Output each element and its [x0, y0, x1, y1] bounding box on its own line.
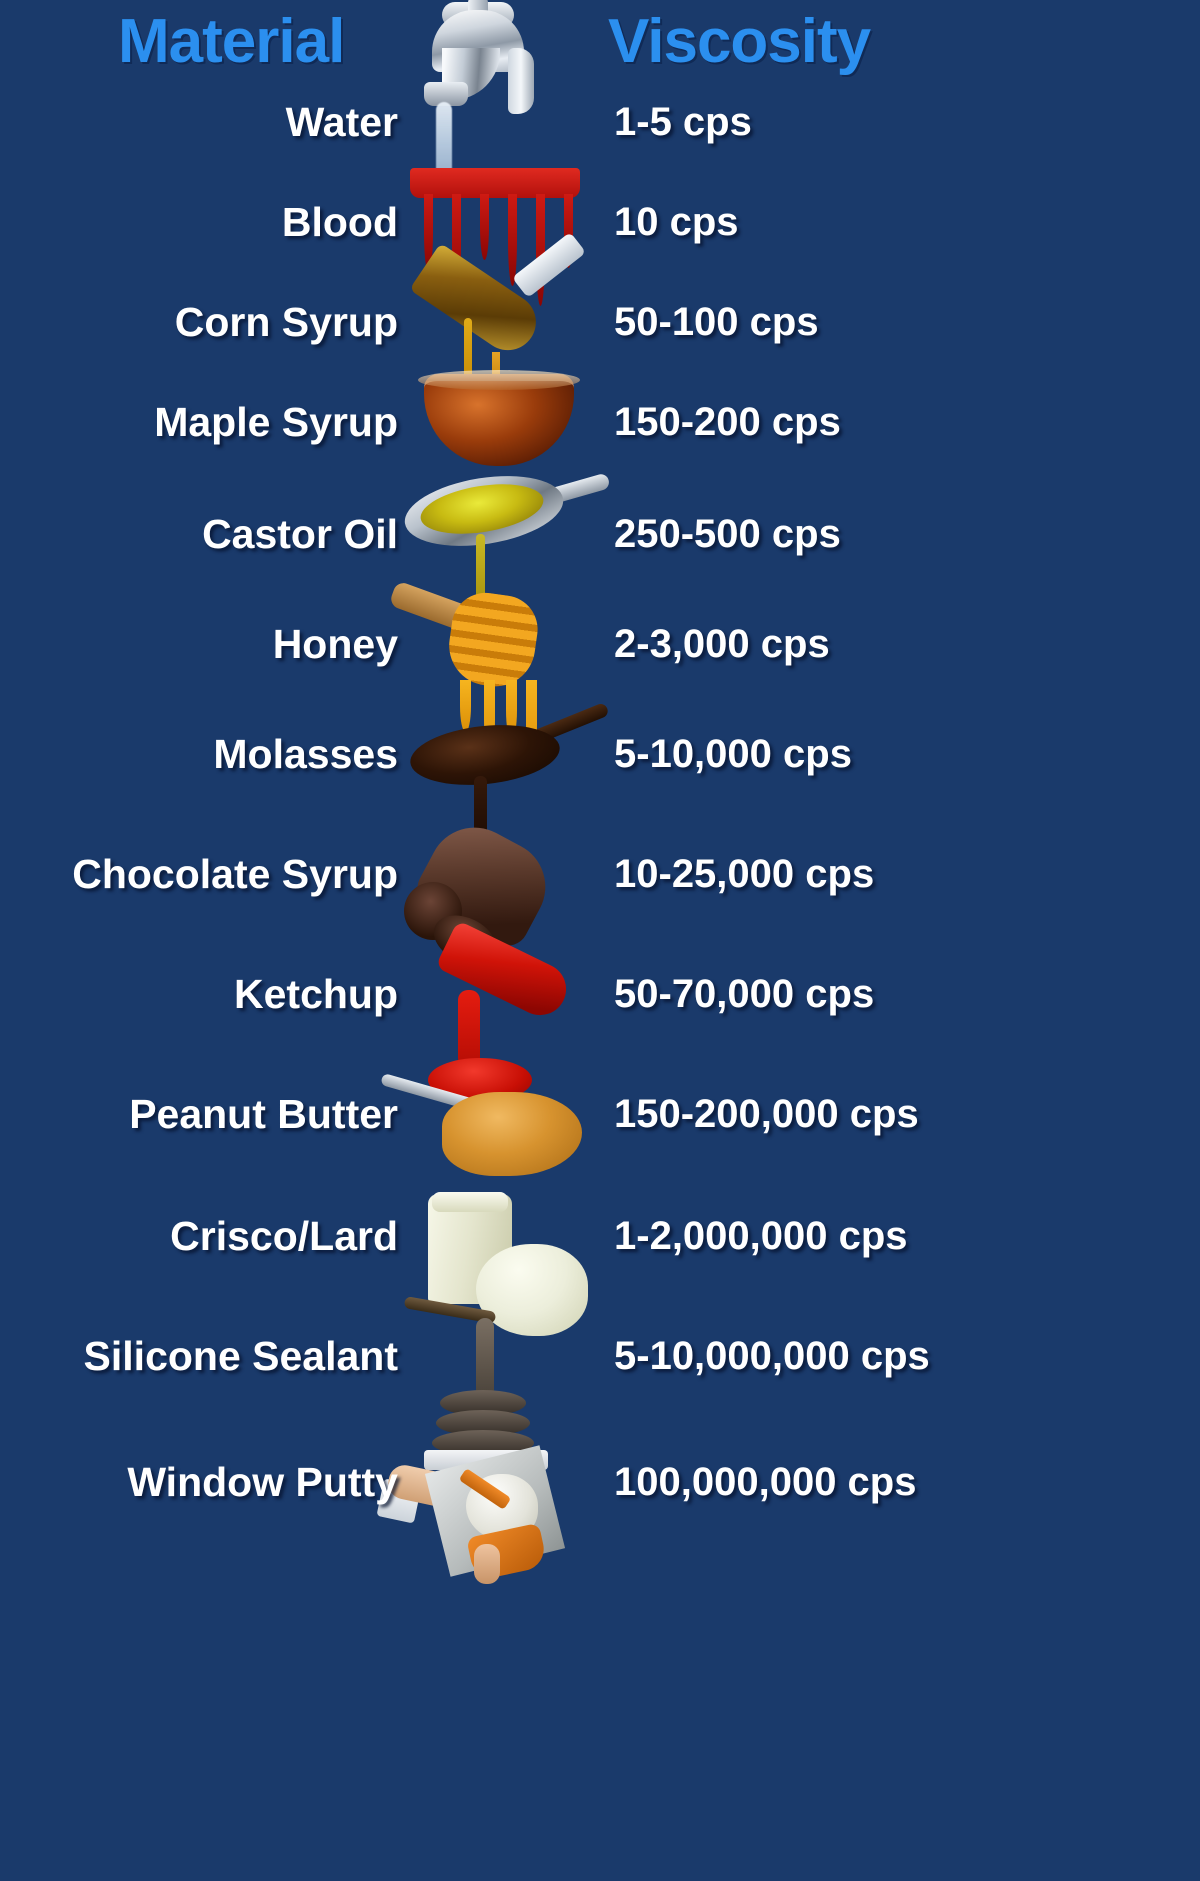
material-label: Castor Oil [202, 510, 398, 557]
viscosity-value: 50-70,000 cps [614, 971, 875, 1016]
table-row: Water 1-5 cps [0, 62, 1200, 182]
material-label: Chocolate Syrup [72, 850, 398, 897]
material-cell: Water [286, 62, 398, 182]
viscosity-cell: 2-3,000 cps [614, 584, 830, 704]
material-label: Window Putty [127, 1458, 398, 1505]
viscosity-value: 50-100 cps [614, 299, 819, 344]
illustration-column [376, 0, 620, 1881]
material-cell: Corn Syrup [175, 262, 398, 382]
viscosity-value: 150-200,000 cps [614, 1091, 919, 1136]
material-cell: Silicone Sealant [84, 1296, 398, 1416]
material-label: Molasses [213, 730, 398, 777]
material-cell: Peanut Butter [129, 1054, 398, 1174]
viscosity-cell: 1-2,000,000 cps [614, 1176, 908, 1296]
viscosity-cell: 5-10,000,000 cps [614, 1296, 930, 1416]
table-row: Maple Syrup 150-200 cps [0, 362, 1200, 482]
viscosity-cell: 10 cps [614, 162, 739, 282]
material-cell: Castor Oil [202, 474, 398, 594]
viscosity-cell: 100,000,000 cps [614, 1422, 916, 1542]
viscosity-value: 5-10,000,000 cps [614, 1333, 930, 1378]
material-cell: Molasses [213, 694, 398, 814]
material-label: Maple Syrup [154, 398, 398, 445]
table-row: Castor Oil 250-500 cps [0, 474, 1200, 594]
material-cell: Crisco/Lard [170, 1176, 398, 1296]
table-row: Peanut Butter 150-200,000 cps [0, 1054, 1200, 1174]
viscosity-value: 1-2,000,000 cps [614, 1213, 908, 1258]
viscosity-value: 100,000,000 cps [614, 1459, 917, 1504]
material-label: Blood [281, 198, 398, 245]
crisco-jar-icon [380, 1192, 620, 1352]
viscosity-cell: 250-500 cps [614, 474, 841, 594]
viscosity-cell: 10-25,000 cps [614, 814, 874, 934]
viscosity-cell: 5-10,000 cps [614, 694, 852, 814]
material-cell: Blood [282, 162, 398, 282]
viscosity-cell: 50-70,000 cps [614, 934, 874, 1054]
viscosity-value: 1-5 cps [614, 99, 752, 144]
table-row: Crisco/Lard 1-2,000,000 cps [0, 1176, 1200, 1296]
viscosity-value: 2-3,000 cps [614, 621, 830, 666]
table-row: Corn Syrup 50-100 cps [0, 262, 1200, 382]
material-label: Water [285, 98, 398, 145]
viscosity-cell: 150-200,000 cps [614, 1054, 919, 1174]
viscosity-value: 5-10,000 cps [614, 731, 852, 776]
viscosity-value: 150-200 cps [614, 399, 841, 444]
viscosity-value: 10 cps [614, 199, 739, 244]
table-row: Chocolate Syrup 10-25,000 cps [0, 814, 1200, 934]
table-row: Blood 10 cps [0, 162, 1200, 282]
peanut-butter-spoon-icon [380, 1070, 620, 1200]
column-header-viscosity: Viscosity [608, 7, 871, 76]
material-label: Corn Syrup [174, 298, 398, 345]
honey-dipper-icon [380, 580, 620, 768]
corn-syrup-bottle-icon [380, 231, 620, 380]
viscosity-cell: 50-100 cps [614, 262, 819, 382]
material-cell: Chocolate Syrup [72, 814, 398, 934]
material-label: Honey [272, 620, 398, 667]
material-label: Ketchup [234, 970, 398, 1017]
maple-syrup-bowl-icon [380, 352, 620, 488]
table-row: Window Putty 100,000,000 cps [0, 1422, 1200, 1542]
table-row: Silicone Sealant 5-10,000,000 cps [0, 1296, 1200, 1416]
castor-oil-spoon-icon [380, 465, 620, 606]
viscosity-cell: 150-200 cps [614, 362, 841, 482]
material-label: Peanut Butter [129, 1090, 398, 1137]
blood-drip-icon [380, 168, 620, 308]
table-header: Material Viscosity [0, 0, 1200, 92]
viscosity-value: 250-500 cps [614, 511, 841, 556]
column-header-material: Material [118, 7, 345, 76]
material-label: Silicone Sealant [83, 1332, 398, 1379]
material-cell: Honey [273, 584, 398, 704]
material-cell: Window Putty [127, 1422, 398, 1542]
viscosity-value: 10-25,000 cps [614, 851, 875, 896]
faucet-water-icon [380, 0, 620, 188]
material-label: Crisco/Lard [170, 1212, 398, 1259]
table-row: Honey 2-3,000 cps [0, 584, 1200, 704]
window-putty-icon [376, 1445, 620, 1598]
viscosity-cell: 1-5 cps [614, 62, 752, 182]
material-cell: Maple Syrup [154, 362, 398, 482]
table-row: Ketchup 50-70,000 cps [0, 934, 1200, 1054]
table-row: Molasses 5-10,000 cps [0, 694, 1200, 814]
material-cell: Ketchup [234, 934, 398, 1054]
